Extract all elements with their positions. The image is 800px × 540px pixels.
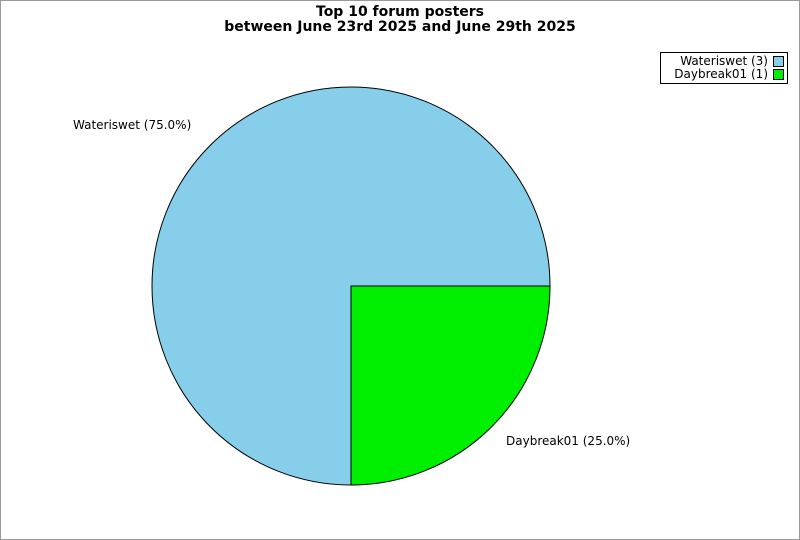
- legend-item-wateriswet: Wateriswet (3): [664, 55, 784, 68]
- legend-label-daybreak01: Daybreak01 (1): [674, 67, 768, 81]
- chart-title: Top 10 forum posters between June 23rd 2…: [1, 5, 799, 35]
- chart-title-line1: Top 10 forum posters: [316, 4, 484, 20]
- legend: Wateriswet (3) Daybreak01 (1): [660, 52, 788, 84]
- pie-slice-daybreak01: [350, 285, 551, 486]
- pie-slice-wateriswet: [151, 86, 551, 486]
- legend-label-wateriswet: Wateriswet (3): [680, 54, 768, 68]
- legend-item-daybreak01: Daybreak01 (1): [664, 68, 784, 81]
- slice-callout-wateriswet: Wateriswet (75.0%): [73, 118, 192, 132]
- legend-swatch-daybreak01-icon: [773, 69, 784, 80]
- chart-title-line2: between June 23rd 2025 and June 29th 202…: [224, 19, 576, 35]
- legend-swatch-wateriswet-icon: [773, 56, 784, 67]
- slice-callout-daybreak01: Daybreak01 (25.0%): [506, 434, 631, 448]
